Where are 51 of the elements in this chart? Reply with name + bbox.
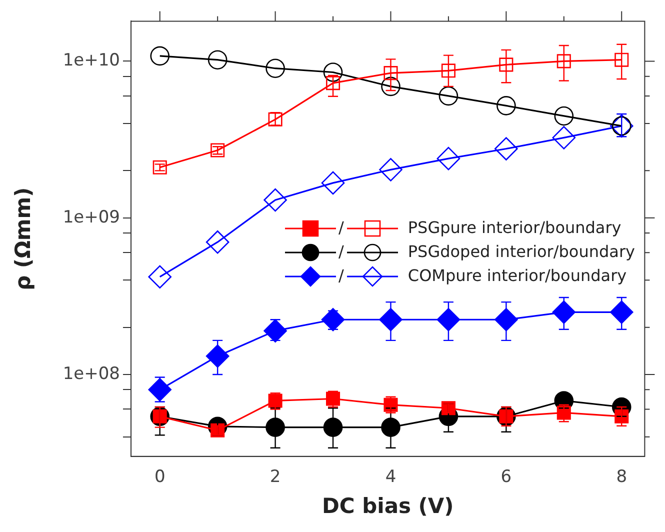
point (266, 418, 285, 437)
point (321, 308, 345, 332)
point (321, 171, 345, 195)
legend-label: PSGpure interior/boundary (408, 217, 622, 239)
point (552, 126, 576, 150)
point (206, 230, 230, 254)
point (381, 76, 400, 96)
point (148, 378, 172, 402)
point (323, 62, 343, 82)
point (552, 300, 576, 324)
point (610, 300, 634, 324)
annotation: / (338, 241, 344, 263)
point (441, 64, 456, 78)
point (150, 46, 170, 66)
point (148, 265, 172, 289)
x-tick-label: 4 (385, 467, 396, 488)
point (384, 66, 398, 80)
point (379, 158, 402, 182)
x-axis-title: DC bias (V) (322, 494, 454, 518)
point (266, 58, 285, 78)
point (208, 50, 228, 70)
point (438, 86, 458, 106)
point (614, 52, 629, 67)
x-tick-label: 8 (616, 467, 628, 488)
annotation: / (338, 217, 344, 239)
legend-label: PSGdoped interior/boundary (408, 241, 635, 263)
x-tick-label: 0 (154, 467, 166, 488)
point (206, 344, 230, 368)
x-tick-label: 6 (500, 467, 512, 488)
annotation: / (338, 265, 344, 287)
point (264, 188, 287, 212)
point (554, 106, 574, 126)
x-tick-label: 2 (270, 467, 281, 488)
point (494, 137, 518, 160)
point (436, 146, 460, 170)
point (496, 96, 516, 116)
y-axis-title: ρ (Ωmm) (11, 187, 36, 290)
point (499, 58, 514, 72)
point (326, 76, 340, 90)
y-tick-label: 1e+09 (62, 207, 120, 228)
point (556, 54, 571, 68)
point (210, 143, 225, 158)
point (264, 319, 287, 342)
y-tick-label: 1e+08 (62, 364, 120, 384)
point (323, 418, 343, 437)
point (436, 308, 460, 332)
legend-label: COMpure interior/boundary (408, 265, 627, 287)
point (379, 308, 402, 332)
y-tick-label: 1e+10 (62, 50, 120, 71)
point (152, 160, 167, 174)
point (381, 418, 400, 437)
